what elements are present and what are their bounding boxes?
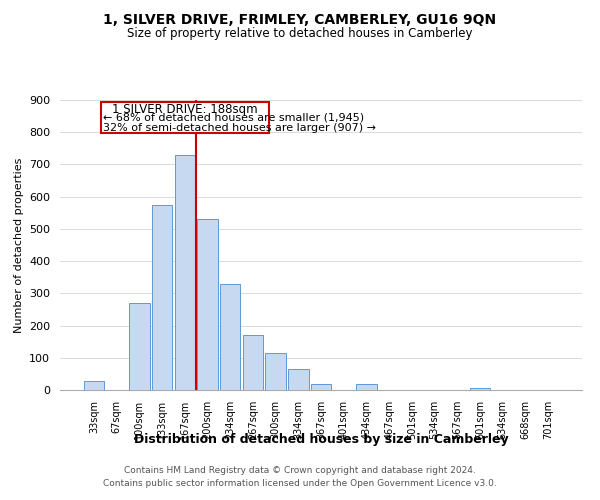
Text: Size of property relative to detached houses in Camberley: Size of property relative to detached ho… [127, 28, 473, 40]
Bar [242, 335, 263, 390]
Text: 32% of semi-detached houses are larger (907) →: 32% of semi-detached houses are larger (… [103, 123, 376, 133]
Bar [311, 384, 331, 390]
Bar [220, 284, 241, 390]
Text: 1 SILVER DRIVE: 188sqm: 1 SILVER DRIVE: 188sqm [112, 102, 257, 116]
Bar [152, 204, 172, 390]
FancyBboxPatch shape [101, 102, 269, 133]
Bar [175, 155, 195, 390]
Bar [470, 388, 490, 390]
Text: ← 68% of detached houses are smaller (1,945): ← 68% of detached houses are smaller (1,… [103, 113, 364, 123]
Y-axis label: Number of detached properties: Number of detached properties [14, 158, 23, 332]
Bar [84, 382, 104, 390]
Bar [129, 303, 149, 390]
Text: Contains HM Land Registry data © Crown copyright and database right 2024.
Contai: Contains HM Land Registry data © Crown c… [103, 466, 497, 487]
Bar [265, 353, 286, 390]
Bar [197, 219, 218, 390]
Text: Distribution of detached houses by size in Camberley: Distribution of detached houses by size … [134, 434, 508, 446]
Bar [288, 369, 308, 390]
Bar [356, 384, 377, 390]
Text: 1, SILVER DRIVE, FRIMLEY, CAMBERLEY, GU16 9QN: 1, SILVER DRIVE, FRIMLEY, CAMBERLEY, GU1… [103, 12, 497, 26]
